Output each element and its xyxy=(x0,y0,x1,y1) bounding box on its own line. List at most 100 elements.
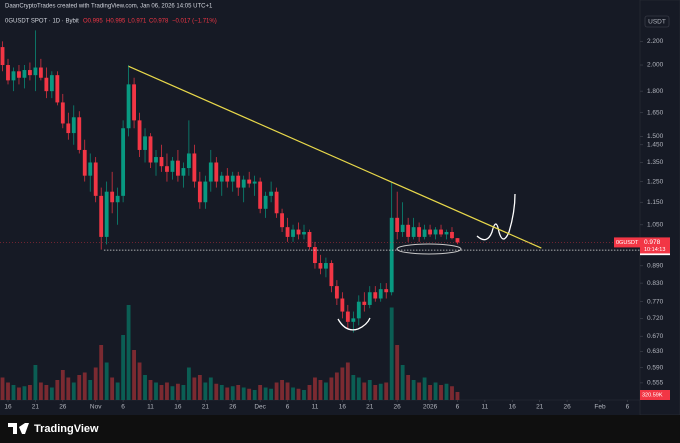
y-tick-label: 1.050 xyxy=(647,222,664,229)
volume-bar xyxy=(340,367,345,400)
candle-body xyxy=(28,70,32,76)
volume-bar xyxy=(356,377,361,400)
candle-body xyxy=(137,120,142,150)
x-tick-label: 6 xyxy=(626,404,630,411)
volume-bar xyxy=(44,385,49,400)
brand: TradingView xyxy=(34,423,99,435)
candle-body xyxy=(378,289,383,299)
candle-body xyxy=(121,128,126,196)
volume-bar xyxy=(148,380,153,400)
volume-bar xyxy=(406,375,411,400)
volume-bar xyxy=(110,377,115,400)
y-tick-label: 0.720 xyxy=(647,315,664,322)
volume-bar xyxy=(428,385,432,400)
volume-bar xyxy=(291,387,295,400)
x-tick-label: 11 xyxy=(312,404,319,411)
candle-body xyxy=(444,231,449,235)
candle-body xyxy=(104,191,109,237)
candle-body xyxy=(367,292,372,305)
y-tick-label: 2.000 xyxy=(647,62,664,69)
y-tick-label: 0.890 xyxy=(647,263,664,270)
volume-bar xyxy=(77,375,82,400)
candle-body xyxy=(433,229,438,235)
x-tick-label: 11 xyxy=(482,404,489,411)
candle-body xyxy=(236,175,241,188)
y-tick-label: 0.630 xyxy=(647,348,664,355)
y-tick-label: 1.450 xyxy=(647,141,664,148)
volume-bar xyxy=(28,385,32,400)
candle-body xyxy=(93,162,98,196)
volume-bar xyxy=(137,362,142,400)
volume-bar xyxy=(444,383,449,400)
volume-bar xyxy=(384,382,389,400)
candle-body xyxy=(395,217,400,232)
volume-bar xyxy=(302,390,306,400)
x-tick-label: 26 xyxy=(563,404,571,411)
volume-tag-label: 320.59K xyxy=(642,392,663,398)
volume-bar xyxy=(411,380,416,400)
y-tick-label: 0.670 xyxy=(647,333,664,340)
volume-bar xyxy=(247,388,252,400)
volume-bar xyxy=(378,383,383,400)
volume-bar xyxy=(324,382,328,400)
price-tag-label: 0.978 xyxy=(644,239,661,246)
x-tick-label: 11 xyxy=(147,404,154,411)
x-tick-label: 6 xyxy=(286,404,290,411)
legend-symbol: 0GUSDT SPOT · 1D · Bybit xyxy=(5,19,79,25)
volume-bar xyxy=(400,365,405,400)
volume-bar xyxy=(82,372,87,400)
volume-bar xyxy=(115,382,120,400)
candle-body xyxy=(362,301,367,305)
volume-bar xyxy=(280,380,284,400)
volume-bar xyxy=(455,391,460,400)
volume-bar xyxy=(241,387,246,400)
volume-bar xyxy=(186,367,191,400)
x-tick-label: 21 xyxy=(32,404,40,411)
volume-bar xyxy=(433,382,438,400)
x-tick-label: 6 xyxy=(121,404,125,411)
currency: USDT xyxy=(648,19,666,26)
symbol-tag xyxy=(614,237,640,248)
volume-bar xyxy=(345,362,350,400)
volume-bar xyxy=(71,382,76,400)
volume-bar xyxy=(230,386,235,400)
volume-bar xyxy=(0,377,5,400)
volume-bar xyxy=(389,307,394,400)
volume-bar xyxy=(351,375,356,400)
y-tick-label: 0.555 xyxy=(647,380,664,387)
candle-body xyxy=(417,227,422,237)
volume-bar xyxy=(22,386,27,400)
volume-bar xyxy=(143,375,147,400)
candle-body xyxy=(345,311,350,322)
volume-bar xyxy=(104,362,109,400)
candle-body xyxy=(252,181,257,184)
volume-bar xyxy=(439,385,443,400)
y-tick-label: 1.250 xyxy=(647,178,664,185)
y-tick-label: 0.590 xyxy=(647,364,664,371)
candle-body xyxy=(82,149,87,176)
volume-bar xyxy=(203,382,208,400)
currency-box xyxy=(644,15,670,28)
footer-bar xyxy=(0,415,680,443)
volume-bar xyxy=(38,382,43,400)
legend-low: L0.971 xyxy=(128,19,147,25)
x-tick-label: Nov xyxy=(90,404,102,411)
candle-body xyxy=(455,238,460,243)
volume-bar xyxy=(318,380,323,400)
volume-bar xyxy=(60,370,65,400)
candle-body xyxy=(329,263,334,287)
candle-body xyxy=(66,123,71,134)
x-tick-label: 26 xyxy=(394,404,402,411)
candle-body xyxy=(428,229,432,235)
candle-body xyxy=(192,153,197,182)
volume-bar xyxy=(422,377,427,400)
countdown: 10:14:13 xyxy=(644,247,665,253)
y-tick-label: 1.800 xyxy=(647,88,664,95)
candle-body xyxy=(269,191,274,196)
volume-bar xyxy=(307,385,312,400)
candle-body xyxy=(77,117,82,150)
candle-body xyxy=(176,160,180,176)
volume-bar xyxy=(285,382,290,400)
volume-bar xyxy=(450,386,454,400)
candle-body xyxy=(313,247,317,264)
